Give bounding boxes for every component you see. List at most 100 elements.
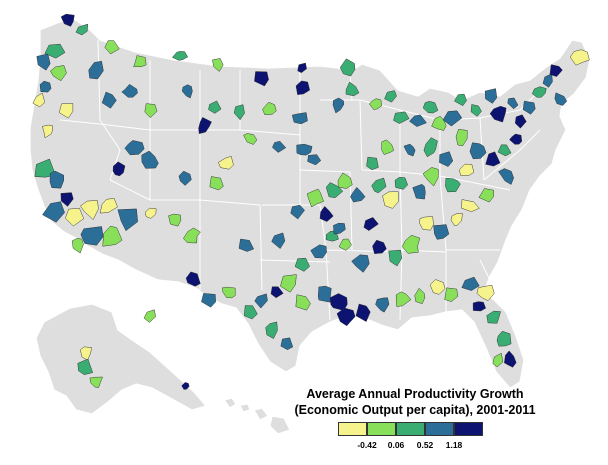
metro-area [375,297,390,313]
metro-area [403,143,416,157]
metro-area [112,161,126,177]
metro-area [88,60,104,80]
metro-area [507,97,519,110]
metro-area [297,62,307,73]
metro-area [208,100,222,114]
metro-area [218,156,234,170]
metro-area [461,276,480,291]
metro-area [50,65,67,82]
metro-area [144,207,157,219]
metro-area [496,330,512,347]
metro-area [306,188,324,208]
metro-area [381,139,395,155]
metro-areas [32,13,590,390]
metro-area [34,158,56,178]
metro-area [280,274,297,293]
metro-area [339,58,356,77]
metro-area [221,286,236,299]
metro-area [60,13,75,27]
legend-swatch-4 [425,422,454,436]
metro-area [489,105,507,123]
metro-area [317,285,332,303]
metro-area [58,103,74,119]
metro-area [233,104,245,121]
metro-area [254,71,269,87]
metro-area [454,93,467,106]
metro-area [388,249,403,267]
metro-area [461,199,480,212]
legend-swatch-5 [454,422,483,436]
metro-area [382,191,399,209]
metro-area [350,186,366,203]
metro-area [554,92,568,106]
metro-area [99,197,118,214]
metro-area [44,43,66,59]
metro-area [280,337,294,350]
legend-break-2: 0.06 [387,440,405,450]
legend-title-line-2: (Economic Output per capita), 2001-2011 [294,403,536,417]
metro-area [498,168,514,185]
metro-area [363,217,379,231]
metro-area [39,80,52,93]
metro-area [71,237,84,254]
metro-area [36,53,51,71]
metro-area [243,133,258,145]
metro-area [486,310,501,324]
metro-area [117,208,138,232]
metro-area [393,111,410,124]
metro-area [198,117,212,134]
legend-break-3: 0.52 [416,440,434,450]
metro-area [497,144,512,157]
metro-area [104,40,120,55]
metro-area [459,163,475,176]
alaska [35,303,207,415]
metro-area [294,257,310,272]
metro-area [333,222,346,235]
metro-area [310,244,327,259]
metro-area [212,58,224,72]
legend-swatch-1 [338,422,367,436]
metro-area [262,101,277,115]
metro-area [433,224,450,240]
metro-area [291,112,308,125]
metro-area [422,167,439,187]
metro-area [442,110,463,127]
metro-area [509,133,523,145]
metro-area [419,216,434,231]
metro-area [80,226,104,246]
metro-area [492,352,504,368]
metro-area [209,176,224,191]
metro-area [478,188,494,203]
metro-area [336,307,356,327]
metro-area [422,101,439,114]
metro-area [141,150,159,169]
metro-area [101,91,117,109]
metro-area [476,285,495,301]
metro-area [254,293,268,309]
metro-area [42,201,65,223]
metro-area [60,192,74,207]
metro-area [412,184,426,200]
metro-area [144,103,158,119]
metro-area [429,279,446,295]
metro-area [423,137,438,158]
metro-area [181,382,190,390]
metro-area [439,151,454,167]
metro-area [332,97,345,114]
metro-area [532,86,547,98]
legend-break-1: -0.42 [357,440,377,450]
metro-area [121,84,138,98]
legend-break-4: 1.18 [445,440,463,450]
metro-area [295,80,310,95]
legend-swatch-2 [367,422,396,436]
metro-area [337,172,353,189]
metro-area [102,225,123,247]
metro-area [409,114,427,127]
metro-area [265,321,278,339]
metro-area [178,170,192,186]
metro-area [372,239,387,254]
metro-area [183,227,201,244]
hawaii [223,397,291,435]
metro-area [395,291,412,307]
